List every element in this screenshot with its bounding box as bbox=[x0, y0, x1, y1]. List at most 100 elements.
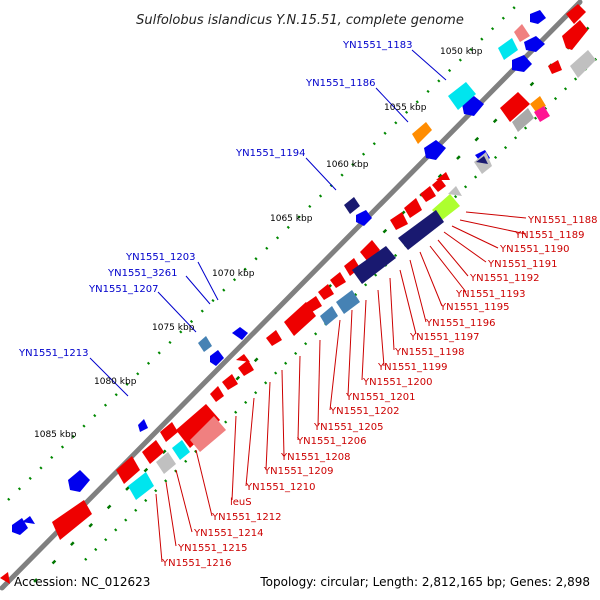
tick-label-1080: 1080 kbp bbox=[94, 377, 137, 387]
outer-feature-blocks bbox=[198, 38, 518, 352]
gene-1193 bbox=[404, 198, 422, 218]
feature-cyan-1183 bbox=[498, 38, 518, 60]
label-yn1551-1197: YN1551_1197 bbox=[409, 332, 480, 343]
callout-leuS bbox=[231, 415, 237, 501]
callout-1202 bbox=[329, 319, 341, 411]
label-yn1551-1198: YN1551_1198 bbox=[394, 347, 465, 358]
callout-1192 bbox=[437, 239, 469, 277]
gene-1213 bbox=[68, 470, 90, 492]
topology-text: Topology: circular; Length: 2,812,165 bp… bbox=[259, 575, 590, 589]
gene-1203b bbox=[236, 354, 250, 362]
genome-backbone bbox=[0, 0, 583, 591]
label-yn1551-1190: YN1551_1190 bbox=[499, 244, 570, 255]
outer-gene-labels: YN1551_1183 YN1551_1186 YN1551_1194 YN15… bbox=[18, 40, 413, 359]
callout-1188 bbox=[465, 211, 527, 219]
label-yn1551-1203: YN1551_1203 bbox=[125, 252, 196, 263]
label-yn1551-1212: YN1551_1212 bbox=[211, 512, 282, 523]
gene-1198 bbox=[330, 272, 346, 288]
label-yn1551-1208: YN1551_1208 bbox=[280, 452, 351, 463]
callout-3261 bbox=[185, 275, 211, 305]
gene-1209 bbox=[176, 404, 220, 448]
gene-1188 bbox=[562, 20, 588, 50]
inner-feature-blocks bbox=[128, 24, 596, 500]
gene-1187 bbox=[424, 140, 446, 160]
callout-1207 bbox=[157, 291, 197, 333]
label-yn1551-1183: YN1551_1183 bbox=[342, 40, 413, 51]
feature-green-1193 bbox=[432, 194, 460, 220]
feature-salmon-1188 bbox=[514, 24, 530, 42]
callout-1209 bbox=[265, 381, 271, 471]
feature-steel-1201 bbox=[336, 290, 360, 314]
ruler-tick-labels: 1050 kbp 1055 kbp 1060 kbp 1065 kbp 1070… bbox=[34, 47, 483, 440]
feature-pink-1190 bbox=[534, 106, 550, 122]
outer-callout-lines bbox=[89, 49, 447, 397]
label-yn1551-1192: YN1551_1192 bbox=[469, 273, 540, 284]
tick-label-1060: 1060 kbp bbox=[326, 160, 369, 170]
gene-1205 bbox=[238, 360, 254, 376]
label-yn1551-1201: YN1551_1201 bbox=[345, 392, 416, 403]
label-yn1551-1215: YN1551_1215 bbox=[177, 543, 248, 554]
tick-label-1070: 1070 kbp bbox=[212, 269, 255, 279]
callout-1189 bbox=[459, 219, 527, 235]
gene-1183 bbox=[512, 55, 532, 72]
callout-1193 bbox=[429, 245, 467, 293]
gene-1197 bbox=[344, 258, 360, 276]
label-yn1551-1188: YN1551_1188 bbox=[527, 215, 598, 226]
label-yn1551-1195: YN1551_1195 bbox=[439, 302, 510, 313]
tick-label-1050: 1050 kbp bbox=[440, 47, 483, 57]
feature-dgray-1189 bbox=[512, 108, 534, 132]
forward-strand-genes bbox=[12, 10, 546, 535]
label-yn1551-1196: YN1551_1196 bbox=[425, 318, 496, 329]
gene-1192 bbox=[420, 186, 436, 202]
feature-cyan-1214 bbox=[128, 472, 154, 500]
gene-1191 bbox=[432, 178, 446, 192]
feature-navy-1192 bbox=[476, 156, 488, 164]
feature-navy-1194 bbox=[344, 197, 360, 214]
gene-1216 bbox=[52, 500, 92, 540]
callout-1205 bbox=[317, 339, 321, 427]
gene-1204 bbox=[232, 327, 248, 340]
gene-1195 bbox=[390, 212, 408, 230]
label-yn1551-1193: YN1551_1193 bbox=[455, 289, 526, 300]
label-yn1551-1210: YN1551_1210 bbox=[245, 482, 316, 493]
label-yn1551-1209: YN1551_1209 bbox=[263, 466, 334, 477]
label-yn1551-1199: YN1551_1199 bbox=[377, 362, 448, 373]
feature-gray-leuS bbox=[156, 452, 176, 474]
gene-1201 bbox=[284, 302, 316, 336]
feature-orange-1187 bbox=[412, 122, 432, 144]
callout-1197 bbox=[399, 269, 417, 335]
accession-text: Accession: NC_012623 bbox=[14, 575, 150, 589]
callout-1214 bbox=[175, 469, 193, 533]
label-yn1551-3261: YN1551_3261 bbox=[107, 268, 178, 279]
callout-1215 bbox=[165, 481, 177, 547]
feature-navy-1199 bbox=[352, 246, 396, 284]
figure-title: Sulfolobus islandicus Y.N.15.51, complet… bbox=[136, 13, 464, 28]
gene-leuS bbox=[142, 440, 164, 464]
callout-1210 bbox=[245, 397, 255, 487]
label-yn1551-1194: YN1551_1194 bbox=[235, 148, 306, 159]
callout-1196 bbox=[409, 259, 427, 323]
label-yn1551-1189: YN1551_1189 bbox=[514, 230, 585, 241]
callout-1199 bbox=[377, 289, 385, 367]
gene-1183b bbox=[524, 36, 545, 52]
feature-salmon-1209 bbox=[190, 416, 226, 452]
callout-1208 bbox=[281, 369, 285, 457]
gene-1199 bbox=[318, 284, 334, 300]
callout-1186 bbox=[375, 87, 409, 123]
label-yn1551-1186: YN1551_1186 bbox=[305, 78, 376, 89]
feature-steel-1202 bbox=[320, 306, 338, 326]
tick-label-1075: 1075 kbp bbox=[152, 323, 195, 333]
callout-1195 bbox=[419, 251, 443, 307]
callout-1206 bbox=[297, 355, 301, 441]
callout-1201 bbox=[347, 309, 353, 397]
gene-1184 bbox=[530, 10, 546, 24]
gene-1206 bbox=[222, 374, 238, 390]
label-yn1551-1202: YN1551_1202 bbox=[329, 406, 400, 417]
tick-label-1065: 1065 kbp bbox=[270, 214, 313, 224]
tick-label-1055: 1055 kbp bbox=[384, 103, 427, 113]
gene-1202 bbox=[266, 330, 282, 346]
gene-1210 bbox=[160, 422, 178, 442]
gene-1219 bbox=[0, 572, 10, 584]
